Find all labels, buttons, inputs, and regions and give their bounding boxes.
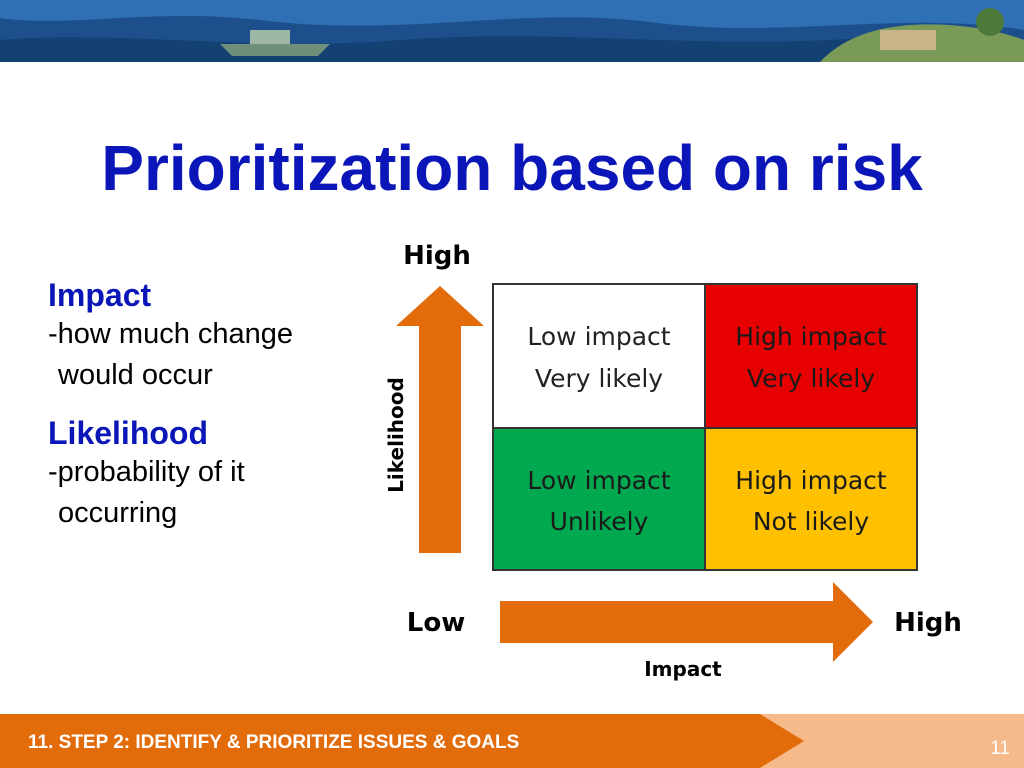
cell-line2: Unlikely <box>550 507 649 536</box>
footer-section-title: 11. STEP 2: IDENTIFY & PRIORITIZE ISSUES… <box>28 732 520 753</box>
x-axis-high-label: High <box>894 608 962 638</box>
likelihood-arrow <box>396 286 484 553</box>
cell-line2: Very likely <box>535 364 663 393</box>
x-axis-label: Impact <box>644 657 722 681</box>
definition-term: Impact <box>48 277 152 313</box>
cell-line1: High impact <box>735 322 887 351</box>
y-axis-high-label: High <box>403 241 471 271</box>
matrix-cell-low-impact-very-likely: Low impact Very likely <box>492 283 706 429</box>
definition-desc-line1: -how much change <box>48 318 294 350</box>
slide-title: Prioritization based on risk <box>101 132 923 204</box>
definition-desc-line2: would occur <box>58 359 213 391</box>
y-axis-label: Likelihood <box>384 377 408 493</box>
impact-arrow <box>500 582 873 662</box>
definition-term: Likelihood <box>48 415 208 451</box>
definitions-list: Impact -how much change would occur Like… <box>48 276 358 534</box>
matrix-cell-low-impact-unlikely: Low impact Unlikely <box>492 427 706 571</box>
x-axis-low-label: Low <box>407 608 465 638</box>
matrix-cell-high-impact-very-likely: High impact Very likely <box>704 283 918 429</box>
cell-line1: Low impact <box>527 466 670 495</box>
cell-line1: High impact <box>735 466 887 495</box>
definition-likelihood: Likelihood -probability of it occurring <box>48 414 358 534</box>
cell-line1: Low impact <box>527 322 670 351</box>
page-number: 11 <box>990 738 1010 759</box>
footer-bar <box>0 714 1024 768</box>
definition-impact: Impact -how much change would occur <box>48 276 358 396</box>
cell-line2: Very likely <box>747 364 875 393</box>
cell-line2: Not likely <box>753 507 870 536</box>
header-banner-image <box>0 0 1024 62</box>
definition-desc-line2: occurring <box>58 497 178 529</box>
matrix-cell-high-impact-not-likely: High impact Not likely <box>704 427 918 571</box>
definition-desc-line1: -probability of it <box>48 456 245 488</box>
